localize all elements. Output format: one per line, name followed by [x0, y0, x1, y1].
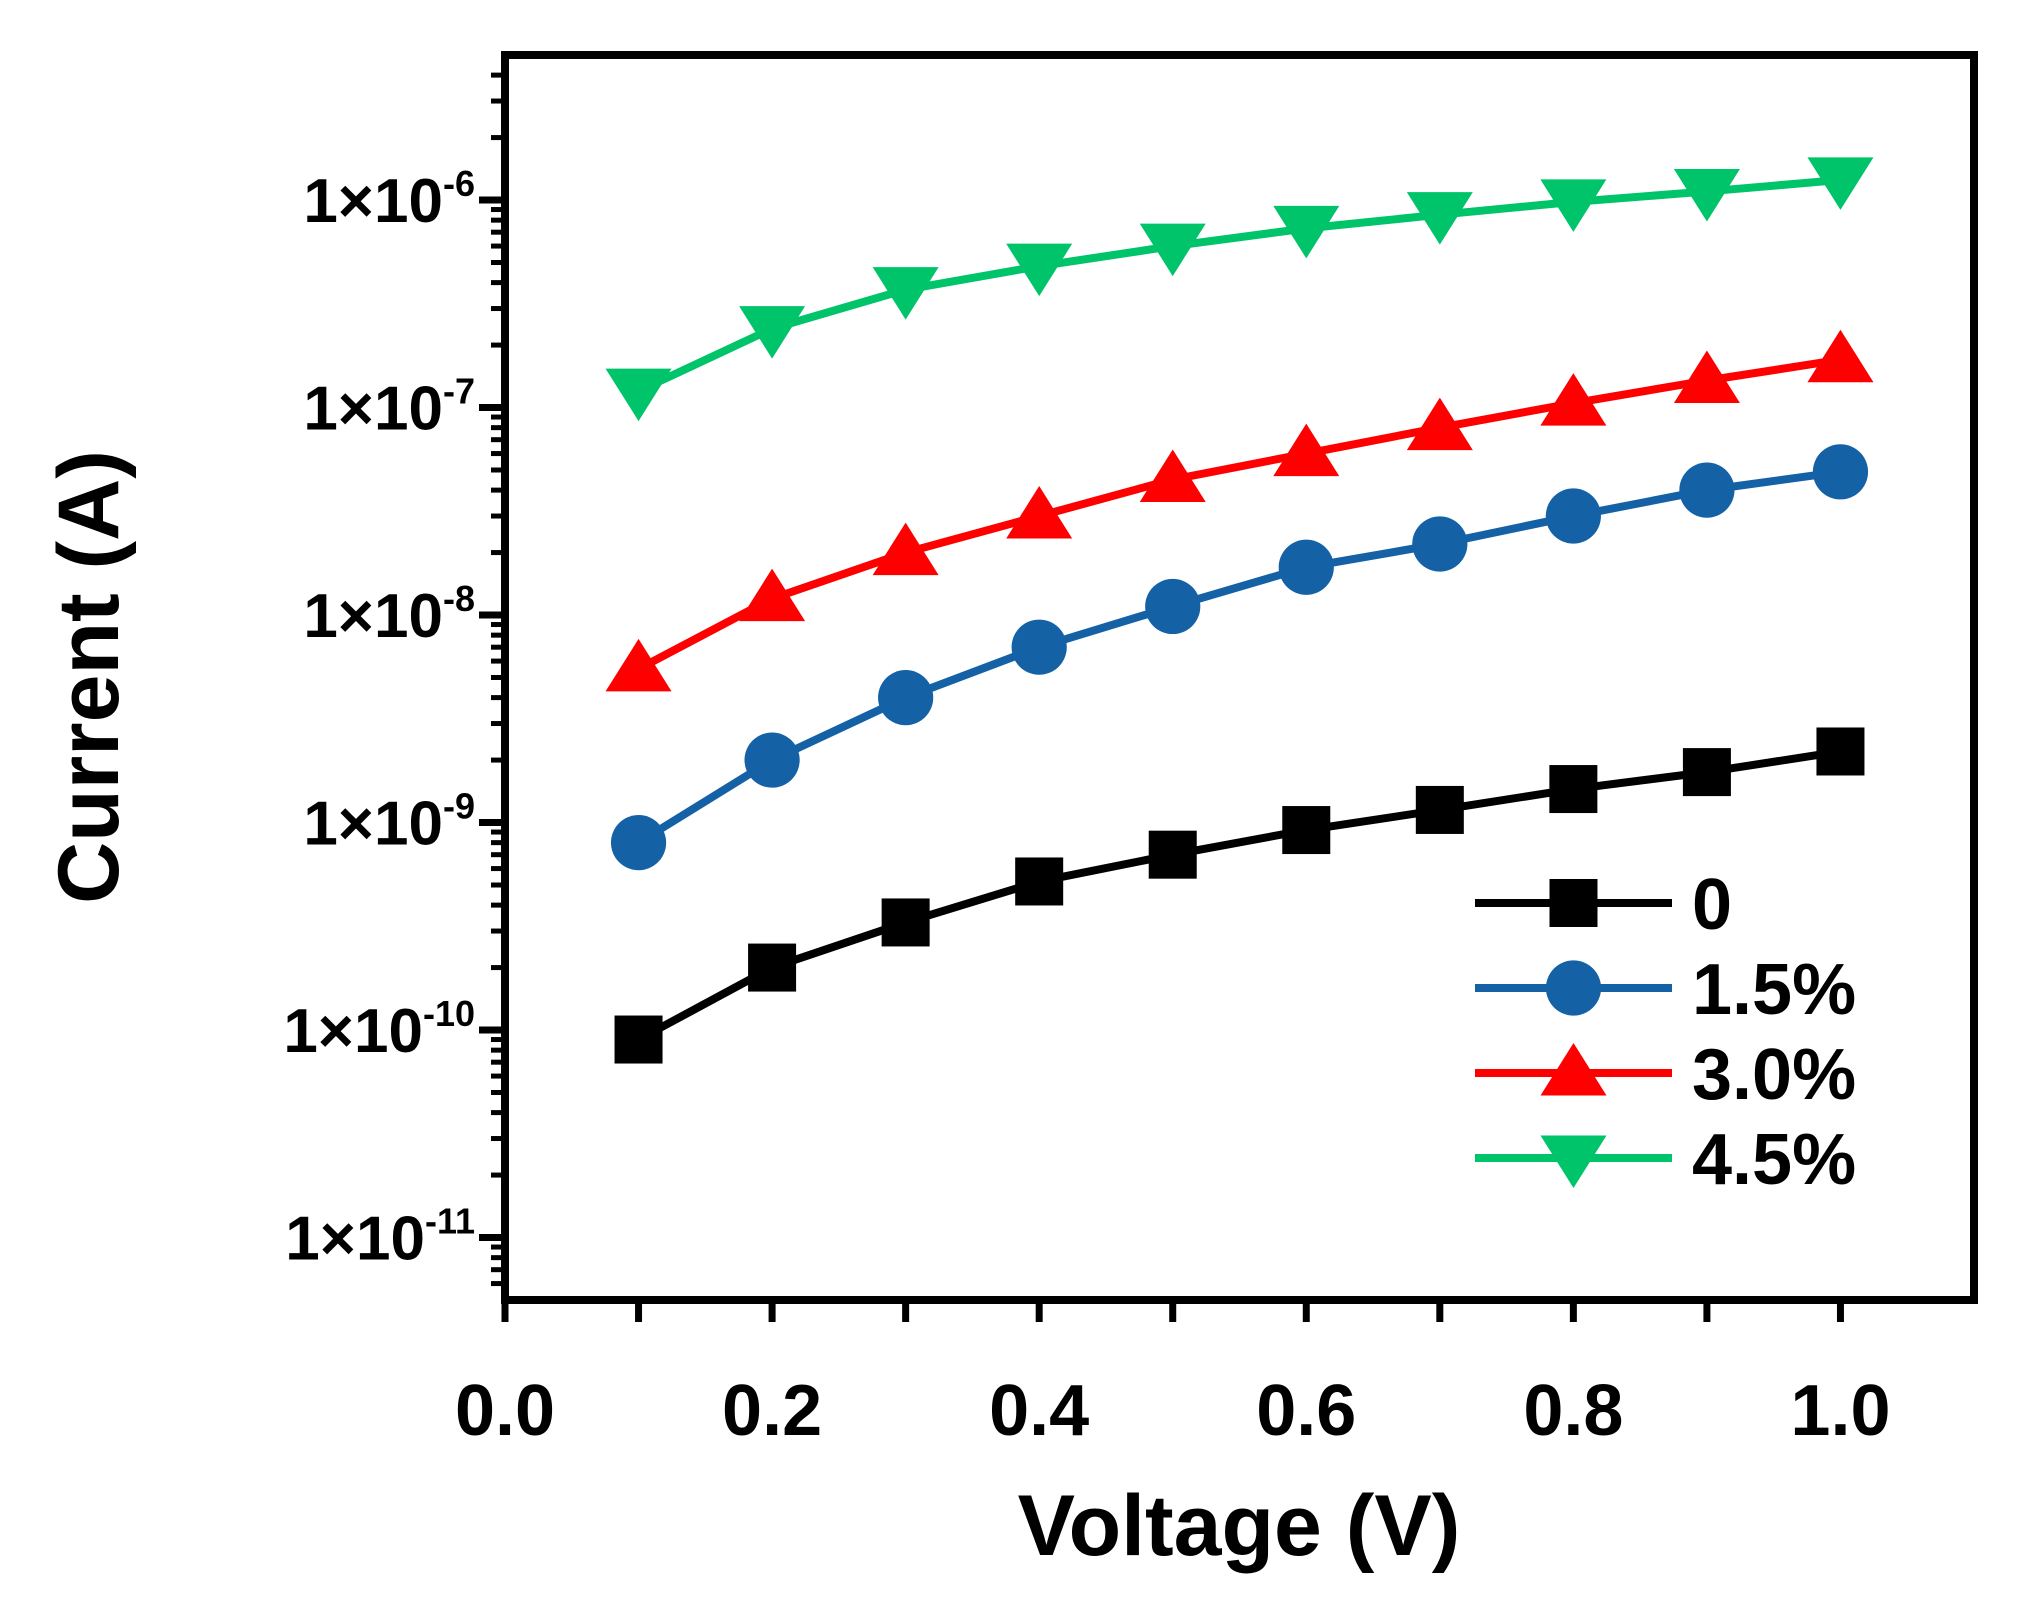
- y-tick-label: 1×10-11: [285, 1201, 475, 1274]
- y-axis-title: Current (A): [41, 450, 137, 904]
- y-tick-base: 1×10: [283, 997, 423, 1066]
- axis-ticks: 0.0 0.2 0.4 0.6 0.8 1.01×10-111×10-101×10-91×…: [283, 72, 1891, 1451]
- data-point: [1006, 486, 1073, 539]
- y-tick-exponent: -9: [443, 786, 475, 827]
- legend-label: 1.5%: [1692, 950, 1856, 1030]
- data-point: [872, 522, 939, 576]
- data-point: [1273, 423, 1340, 477]
- data-point: [1807, 157, 1874, 210]
- data-point: [872, 267, 939, 320]
- legend: 01.5%3.0%4.5%: [1475, 865, 1856, 1200]
- data-point: [605, 368, 672, 422]
- data-point: [1540, 373, 1607, 426]
- y-tick-exponent: -8: [443, 578, 475, 619]
- y-tick-exponent: -6: [443, 163, 475, 204]
- series-line: [636, 175, 1841, 395]
- legend-label: 4.5%: [1692, 1120, 1856, 1200]
- series-line: [636, 355, 1842, 673]
- x-tick-label: 1.0: [1790, 1371, 1890, 1451]
- y-tick-exponent: -11: [425, 1201, 475, 1242]
- series-0: [614, 727, 1865, 1064]
- legend-marker: [1545, 960, 1602, 1016]
- legend-label: 3.0%: [1692, 1035, 1856, 1115]
- data-point: [1682, 748, 1731, 797]
- data-point: [1540, 179, 1607, 232]
- series-layer: [605, 157, 1874, 1064]
- data-point: [614, 1015, 663, 1064]
- data-point: [878, 670, 934, 726]
- series-3.0%: [605, 329, 1874, 692]
- x-tick-label: 0.8: [1523, 1371, 1623, 1451]
- data-point: [748, 943, 797, 992]
- y-tick-label: 1×10-6: [303, 163, 475, 236]
- data-point: [1145, 578, 1201, 635]
- x-axis-title: Voltage (V): [1018, 1478, 1461, 1574]
- y-tick-label: 1×10-7: [303, 371, 475, 444]
- series-line: [636, 747, 1842, 1044]
- legend-marker: [1549, 879, 1598, 927]
- data-point: [1406, 192, 1473, 245]
- data-point: [1673, 350, 1740, 403]
- legend-entry: 4.5%: [1475, 1120, 1856, 1200]
- data-point: [1545, 488, 1601, 544]
- legend-label: 0: [1692, 865, 1732, 945]
- legend-marker: [1540, 1135, 1607, 1188]
- x-tick-label: 0.6: [1256, 1371, 1356, 1451]
- data-point: [1812, 444, 1869, 500]
- data-point: [1139, 449, 1206, 502]
- y-tick-label: 1×10-10: [283, 993, 475, 1066]
- data-point: [744, 732, 800, 788]
- x-tick-label: 0.2: [722, 1371, 822, 1451]
- y-tick-base: 1×10: [303, 167, 443, 236]
- data-point: [605, 638, 672, 692]
- y-tick-base: 1×10: [303, 790, 443, 859]
- data-point: [881, 898, 930, 947]
- y-tick-base: 1×10: [303, 375, 443, 444]
- legend-marker: [1540, 1043, 1607, 1096]
- data-point: [1679, 462, 1735, 518]
- data-point: [610, 815, 667, 871]
- data-point: [1011, 619, 1067, 675]
- data-point: [1006, 243, 1073, 297]
- legend-entry: 0: [1475, 865, 1732, 945]
- x-tick-label: 0.4: [989, 1371, 1089, 1451]
- y-tick-base: 1×10: [303, 582, 443, 651]
- data-point: [1673, 168, 1740, 222]
- data-point: [1273, 205, 1340, 259]
- data-point: [1015, 857, 1064, 906]
- series-line: [636, 467, 1841, 847]
- y-tick-base: 1×10: [285, 1205, 425, 1274]
- data-point: [1549, 765, 1598, 814]
- legend-entry: 3.0%: [1475, 1035, 1856, 1115]
- data-point: [1282, 806, 1331, 855]
- data-point: [1139, 223, 1206, 277]
- data-point: [1406, 397, 1473, 451]
- data-point: [1148, 830, 1197, 879]
- y-tick-label: 1×10-8: [303, 578, 475, 651]
- data-point: [1278, 539, 1334, 595]
- y-tick-exponent: -10: [423, 993, 475, 1034]
- data-point: [739, 568, 806, 622]
- legend-entry: 1.5%: [1475, 950, 1856, 1030]
- series-4.5%: [605, 157, 1874, 422]
- data-point: [1816, 727, 1865, 776]
- data-point: [1415, 785, 1464, 834]
- data-point: [739, 306, 806, 359]
- x-tick-label: 0.0: [455, 1371, 555, 1451]
- data-point: [1412, 516, 1468, 572]
- y-tick-label: 1×10-9: [303, 786, 475, 859]
- data-point: [1807, 329, 1874, 383]
- y-tick-exponent: -7: [443, 371, 475, 412]
- series-1.5%: [610, 444, 1869, 871]
